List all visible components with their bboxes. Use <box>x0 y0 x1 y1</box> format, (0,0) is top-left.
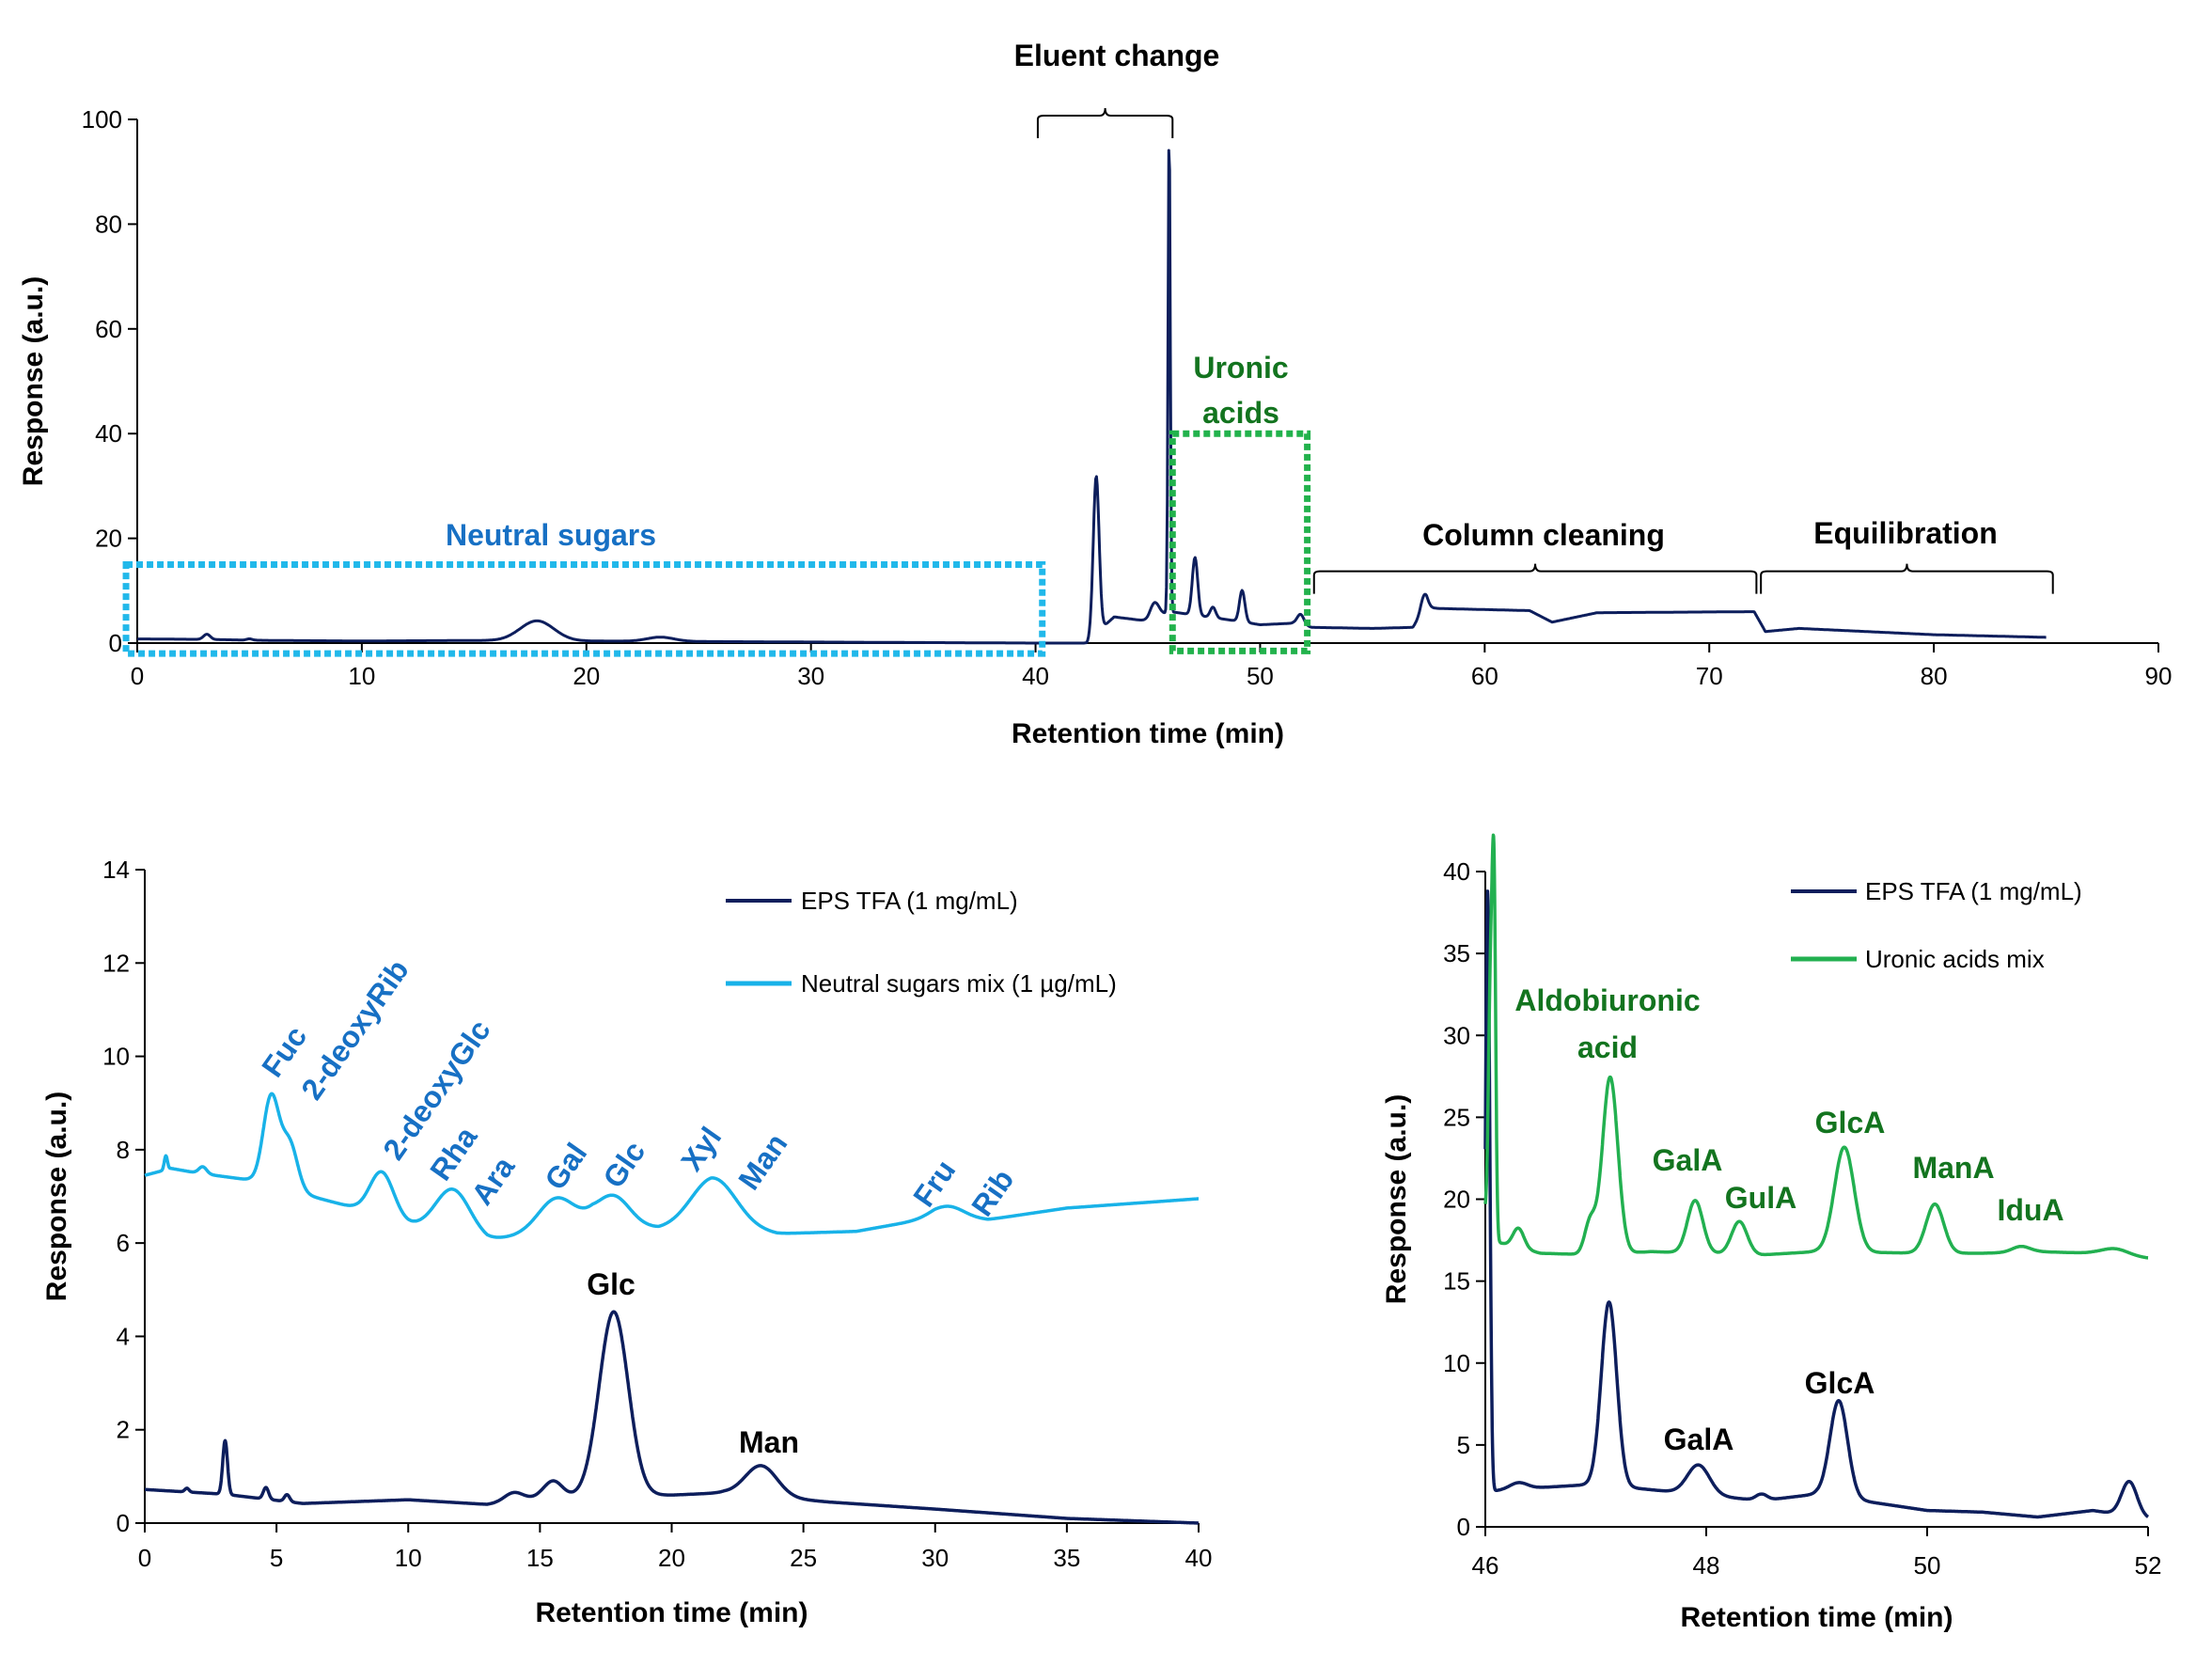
uronic-acids-box <box>1169 430 1311 654</box>
bl-y-tick-label: 0 <box>117 1509 130 1537</box>
bl-x-tick-label: 35 <box>1053 1544 1080 1572</box>
label-glca-mix: GlcA <box>1815 1106 1886 1139</box>
bl-series-neutral-sugars-mix-1-g-ml <box>143 1092 1200 1239</box>
br-y-tick-label: 20 <box>1443 1186 1470 1214</box>
bl-series-eps-tfa-1-mg-ml <box>143 1310 1200 1525</box>
br-y-tick-label: 15 <box>1443 1267 1470 1296</box>
br-x-tick-label: 50 <box>1914 1551 1941 1580</box>
top-y-tick-label: 80 <box>95 210 122 238</box>
annotation-acids: acids <box>1202 396 1279 430</box>
label-man-eps: Man <box>739 1425 799 1459</box>
bl-x-tick-label: 30 <box>921 1544 949 1572</box>
br-y-tick-label: 10 <box>1443 1349 1470 1377</box>
bl-y-tick-label: 4 <box>117 1322 130 1350</box>
br-y-tick-label: 30 <box>1443 1021 1470 1049</box>
bl-y-axis-title: Response (a.u.) <box>41 1092 72 1301</box>
label-glc-mix: Glc <box>596 1135 651 1194</box>
equilibration-bracket <box>1760 563 2054 594</box>
br-y-tick-label: 25 <box>1443 1103 1470 1131</box>
br-x-tick-label: 46 <box>1472 1551 1499 1580</box>
br-y-tick-label: 0 <box>1457 1513 1470 1541</box>
label-ara: Ara <box>464 1150 521 1211</box>
legend-eps-label-bl: EPS TFA (1 mg/mL) <box>801 887 1018 915</box>
label-acid: acid <box>1577 1030 1638 1064</box>
label-fru: Fru <box>906 1154 962 1213</box>
label-gula-mix: GulA <box>1725 1181 1796 1215</box>
top-y-axis-title: Response (a.u.) <box>18 276 49 486</box>
top-x-tick-label: 80 <box>1921 662 1948 690</box>
label-xyl: Xyl <box>674 1121 728 1177</box>
top-y-tick-label: 0 <box>109 629 122 657</box>
top-x-tick-label: 10 <box>348 662 375 690</box>
eluent-change-bracket <box>1036 107 1174 138</box>
top-y-tick-label: 20 <box>95 525 122 553</box>
top-x-tick-label: 40 <box>1022 662 1049 690</box>
bl-x-tick-label: 10 <box>395 1544 422 1572</box>
br-x-tick-label: 52 <box>2135 1551 2162 1580</box>
annotation-equilibration: Equilibration <box>1813 516 1998 550</box>
br-x-tick-label: 48 <box>1693 1551 1720 1580</box>
bl-y-tick-label: 6 <box>117 1229 130 1257</box>
label-mana-mix: ManA <box>1912 1151 1994 1185</box>
bl-x-tick-label: 0 <box>138 1544 151 1572</box>
bl-y-tick-label: 12 <box>102 949 130 977</box>
br-series-eps-tfa-1-mg-ml <box>1483 889 2150 1519</box>
label-man-mix: Man <box>731 1127 793 1196</box>
legend-uronic-label: Uronic acids mix <box>1865 945 2045 973</box>
bl-x-tick-label: 15 <box>526 1544 554 1572</box>
bl-y-tick-label: 8 <box>117 1136 130 1164</box>
bl-y-tick-label: 14 <box>102 856 130 884</box>
bl-x-tick-label: 5 <box>270 1544 283 1572</box>
legend-eps-label-br: EPS TFA (1 mg/mL) <box>1865 877 2082 905</box>
annotation-neutral-sugars: Neutral sugars <box>446 518 656 552</box>
br-x-axis-title: Retention time (min) <box>1681 1602 1953 1633</box>
top-x-tick-label: 50 <box>1247 662 1274 690</box>
top-x-tick-label: 60 <box>1471 662 1498 690</box>
label-gal: Gal <box>538 1137 593 1196</box>
top-y-tick-label: 40 <box>95 419 122 448</box>
column-cleaning-bracket <box>1312 563 1758 594</box>
label-aldobiuronic: Aldobiuronic <box>1514 983 1700 1017</box>
top-x-tick-label: 70 <box>1696 662 1723 690</box>
bl-x-axis-title: Retention time (min) <box>536 1597 808 1628</box>
label-rib: Rib <box>965 1163 1020 1222</box>
br-y-tick-label: 35 <box>1443 939 1470 967</box>
bl-y-tick-label: 10 <box>102 1043 130 1071</box>
br-series-uronic-acids-mix <box>1483 833 2150 1260</box>
bl-y-tick-label: 2 <box>117 1416 130 1444</box>
top-x-tick-label: 90 <box>2145 662 2173 690</box>
br-y-tick-label: 5 <box>1457 1431 1470 1459</box>
br-y-tick-label: 40 <box>1443 857 1470 886</box>
top-series-eps-tfa <box>136 149 2047 645</box>
legend-neutral-label: Neutral sugars mix (1 µg/mL) <box>801 969 1117 998</box>
top-x-tick-label: 0 <box>131 662 144 690</box>
annotation-uronic: Uronic <box>1193 351 1288 385</box>
top-y-tick-label: 100 <box>82 105 122 134</box>
neutral-sugars-box <box>122 560 1046 657</box>
bl-x-tick-label: 20 <box>658 1544 685 1572</box>
br-y-axis-title: Response (a.u.) <box>1381 1094 1412 1304</box>
annotation-column-cleaning: Column cleaning <box>1422 518 1665 552</box>
label-2-deoxyrib: 2-deoxyRib <box>294 953 415 1106</box>
top-x-tick-label: 20 <box>573 662 600 690</box>
top-x-tick-label: 30 <box>797 662 824 690</box>
top-y-tick-label: 60 <box>95 315 122 343</box>
top-x-axis-title: Retention time (min) <box>1012 718 1284 749</box>
label-idua-mix: IduA <box>1997 1193 2063 1227</box>
bl-x-tick-label: 40 <box>1185 1544 1213 1572</box>
label-glc-eps: Glc <box>587 1267 635 1301</box>
label-gala-mix: GalA <box>1653 1143 1723 1177</box>
label-glca-eps: GlcA <box>1805 1366 1875 1400</box>
label-gala-eps: GalA <box>1664 1422 1734 1456</box>
bl-x-tick-label: 25 <box>790 1544 817 1572</box>
annotation-eluent-change: Eluent change <box>1014 39 1220 72</box>
